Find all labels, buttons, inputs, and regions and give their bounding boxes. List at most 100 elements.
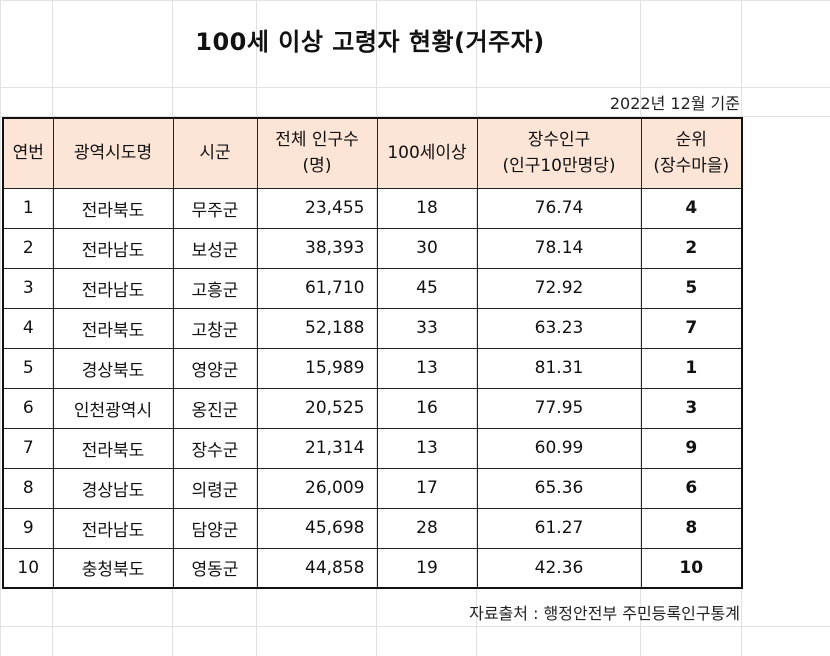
- cell-centenarians[interactable]: 17: [376, 467, 478, 509]
- cell-population[interactable]: 15,989: [256, 347, 378, 389]
- table-row: 5 경상북도 영양군 15,989 13 81.31 1: [2, 347, 743, 389]
- header-longevity-unit: (인구10만명당): [502, 156, 616, 177]
- cell-longevity[interactable]: 42.36: [476, 547, 642, 589]
- header-longevity[interactable]: 장수인구 (인구10만명당): [476, 117, 642, 189]
- header-population-unit: (명): [302, 156, 332, 177]
- cell-county[interactable]: 고흥군: [172, 267, 258, 309]
- cell-no[interactable]: 6: [2, 387, 54, 429]
- source-note: 자료출처 : 행정안전부 주민등록인구통계: [469, 604, 740, 623]
- cell-no[interactable]: 8: [2, 467, 54, 509]
- cell-centenarians[interactable]: 13: [376, 347, 478, 389]
- header-longevity-label: 장수인구: [527, 130, 591, 151]
- table-row: 1 전라북도 무주군 23,455 18 76.74 4: [2, 187, 743, 229]
- header-rank[interactable]: 순위 (장수마을): [640, 117, 743, 189]
- cell-population[interactable]: 61,710: [256, 267, 378, 309]
- header-no[interactable]: 연번: [2, 117, 54, 189]
- cell-centenarians[interactable]: 33: [376, 307, 478, 349]
- cell-county[interactable]: 옹진군: [172, 387, 258, 429]
- cell-rank[interactable]: 2: [640, 227, 743, 269]
- cell-region[interactable]: 전라북도: [52, 307, 174, 349]
- cell-longevity[interactable]: 76.74: [476, 187, 642, 229]
- cell-centenarians[interactable]: 45: [376, 267, 478, 309]
- cell-longevity[interactable]: 81.31: [476, 347, 642, 389]
- cell-longevity[interactable]: 60.99: [476, 427, 642, 469]
- cell-county[interactable]: 보성군: [172, 227, 258, 269]
- cell-county[interactable]: 담양군: [172, 507, 258, 549]
- cell-rank[interactable]: 4: [640, 187, 743, 229]
- cell-county[interactable]: 영동군: [172, 547, 258, 589]
- cell-rank[interactable]: 8: [640, 507, 743, 549]
- cell-longevity[interactable]: 78.14: [476, 227, 642, 269]
- cell-county[interactable]: 고창군: [172, 307, 258, 349]
- cell-population[interactable]: 52,188: [256, 307, 378, 349]
- cell-region[interactable]: 전라남도: [52, 267, 174, 309]
- cell-rank[interactable]: 5: [640, 267, 743, 309]
- cell-no[interactable]: 7: [2, 427, 54, 469]
- cell-population[interactable]: 45,698: [256, 507, 378, 549]
- cell-longevity[interactable]: 65.36: [476, 467, 642, 509]
- cell-rank[interactable]: 7: [640, 307, 743, 349]
- cell-region[interactable]: 인천광역시: [52, 387, 174, 429]
- cell-region[interactable]: 전라남도: [52, 507, 174, 549]
- cell-centenarians[interactable]: 16: [376, 387, 478, 429]
- cell-centenarians[interactable]: 13: [376, 427, 478, 469]
- cell-rank[interactable]: 6: [640, 467, 743, 509]
- cell-rank[interactable]: 10: [640, 547, 743, 589]
- gridline: [0, 87, 830, 88]
- cell-centenarians[interactable]: 18: [376, 187, 478, 229]
- header-region-label: 광역시도명: [73, 143, 153, 164]
- header-county[interactable]: 시군: [172, 117, 258, 189]
- cell-longevity[interactable]: 72.92: [476, 267, 642, 309]
- cell-centenarians[interactable]: 19: [376, 547, 478, 589]
- table-row: 2 전라남도 보성군 38,393 30 78.14 2: [2, 227, 743, 269]
- cell-population[interactable]: 23,455: [256, 187, 378, 229]
- table-row: 9 전라남도 담양군 45,698 28 61.27 8: [2, 507, 743, 549]
- cell-longevity[interactable]: 61.27: [476, 507, 642, 549]
- cell-county[interactable]: 장수군: [172, 427, 258, 469]
- header-population-label: 전체 인구수: [275, 130, 359, 151]
- cell-region[interactable]: 경상북도: [52, 347, 174, 389]
- header-population[interactable]: 전체 인구수 (명): [256, 117, 378, 189]
- table-row: 7 전라북도 장수군 21,314 13 60.99 9: [2, 427, 743, 469]
- cell-region[interactable]: 전라남도: [52, 227, 174, 269]
- cell-county[interactable]: 무주군: [172, 187, 258, 229]
- header-county-label: 시군: [199, 143, 231, 164]
- cell-no[interactable]: 9: [2, 507, 54, 549]
- cell-no[interactable]: 1: [2, 187, 54, 229]
- cell-region[interactable]: 충청북도: [52, 547, 174, 589]
- cell-centenarians[interactable]: 28: [376, 507, 478, 549]
- basis-date: 2022년 12월 기준: [609, 94, 740, 113]
- cell-no[interactable]: 5: [2, 347, 54, 389]
- cell-county[interactable]: 영양군: [172, 347, 258, 389]
- cell-population[interactable]: 38,393: [256, 227, 378, 269]
- cell-region[interactable]: 전라북도: [52, 427, 174, 469]
- cell-rank[interactable]: 9: [640, 427, 743, 469]
- cell-no[interactable]: 10: [2, 547, 54, 589]
- header-rank-label: 순위: [675, 130, 707, 151]
- header-row: 연번 광역시도명 시군 전체 인구수 (명) 100세이상 장수인구 (인구10만명…: [2, 117, 743, 189]
- header-region[interactable]: 광역시도명: [52, 117, 174, 189]
- cell-no[interactable]: 2: [2, 227, 54, 269]
- gridline: [0, 626, 830, 627]
- header-no-label: 연번: [12, 143, 44, 164]
- cell-region[interactable]: 전라북도: [52, 187, 174, 229]
- cell-population[interactable]: 20,525: [256, 387, 378, 429]
- cell-no[interactable]: 4: [2, 307, 54, 349]
- cell-rank[interactable]: 1: [640, 347, 743, 389]
- cell-population[interactable]: 26,009: [256, 467, 378, 509]
- cell-no[interactable]: 3: [2, 267, 54, 309]
- gridline: [0, 116, 830, 117]
- header-rank-sub: (장수마을): [653, 156, 730, 177]
- cell-longevity[interactable]: 77.95: [476, 387, 642, 429]
- page-title: 100세 이상 고령자 현황(거주자): [195, 28, 545, 56]
- cell-centenarians[interactable]: 30: [376, 227, 478, 269]
- table-row: 3 전라남도 고흥군 61,710 45 72.92 5: [2, 267, 743, 309]
- header-centenarians-label: 100세이상: [387, 143, 467, 164]
- cell-population[interactable]: 44,858: [256, 547, 378, 589]
- cell-longevity[interactable]: 63.23: [476, 307, 642, 349]
- cell-population[interactable]: 21,314: [256, 427, 378, 469]
- cell-rank[interactable]: 3: [640, 387, 743, 429]
- cell-county[interactable]: 의령군: [172, 467, 258, 509]
- cell-region[interactable]: 경상남도: [52, 467, 174, 509]
- header-centenarians[interactable]: 100세이상: [376, 117, 478, 189]
